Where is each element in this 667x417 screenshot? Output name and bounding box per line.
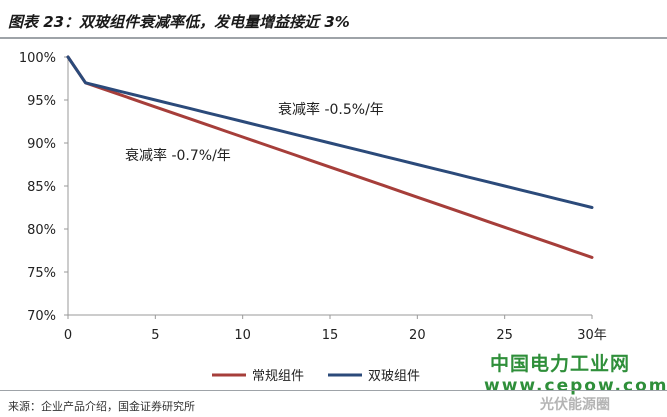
x-tick-label: 15 [322, 328, 339, 343]
series-line-dual_glass [66, 55, 594, 209]
y-tick-label: 75% [27, 266, 56, 281]
y-tick-label: 70% [27, 309, 56, 324]
x-tick-label: 25 [496, 328, 513, 343]
y-tick-label: 90% [27, 137, 56, 152]
annotation-label: 衰减率 -0.7%/年 [125, 147, 231, 164]
title-divider [0, 37, 667, 39]
chart-series [66, 55, 594, 259]
x-tick-label: 20 [409, 328, 426, 343]
footer-divider [0, 390, 667, 391]
x-tick-label: 10 [234, 328, 251, 343]
legend-label: 常规组件 [252, 369, 304, 384]
figure-title: 图表 23：双玻组件衰减率低，发电量增益接近 3% [8, 13, 350, 31]
legend-label: 双玻组件 [368, 369, 420, 384]
watermark-site-name: 中国电力工业网 [490, 353, 631, 375]
annotation-label: 衰减率 -0.5%/年 [278, 101, 384, 118]
y-tick-label: 85% [27, 180, 56, 195]
chart-axes: 70% 75% 80% 85% 90% 95% 100% 0 5 10 15 20 25 30年 [19, 51, 607, 343]
y-tick-label: 80% [27, 223, 56, 238]
series-line-regular [66, 55, 594, 259]
y-tick-label: 100% [19, 51, 56, 66]
chart-legend: 常规组件 双玻组件 [212, 369, 420, 384]
x-tick-label: 5 [151, 328, 159, 343]
y-tick-label: 95% [27, 94, 56, 109]
watermark-corner: 光伏能源圈 [540, 397, 610, 413]
x-tick-label: 30年 [577, 328, 607, 343]
source-note: 来源：企业产品介绍，国金证券研究所 [8, 400, 195, 413]
x-tick-label: 0 [64, 328, 72, 343]
line-chart: 70% 75% 80% 85% 90% 95% 100% 0 5 10 15 20 25 30年 衰减率 … [19, 51, 607, 384]
watermark-site-url: www.cepow.com [484, 376, 667, 396]
